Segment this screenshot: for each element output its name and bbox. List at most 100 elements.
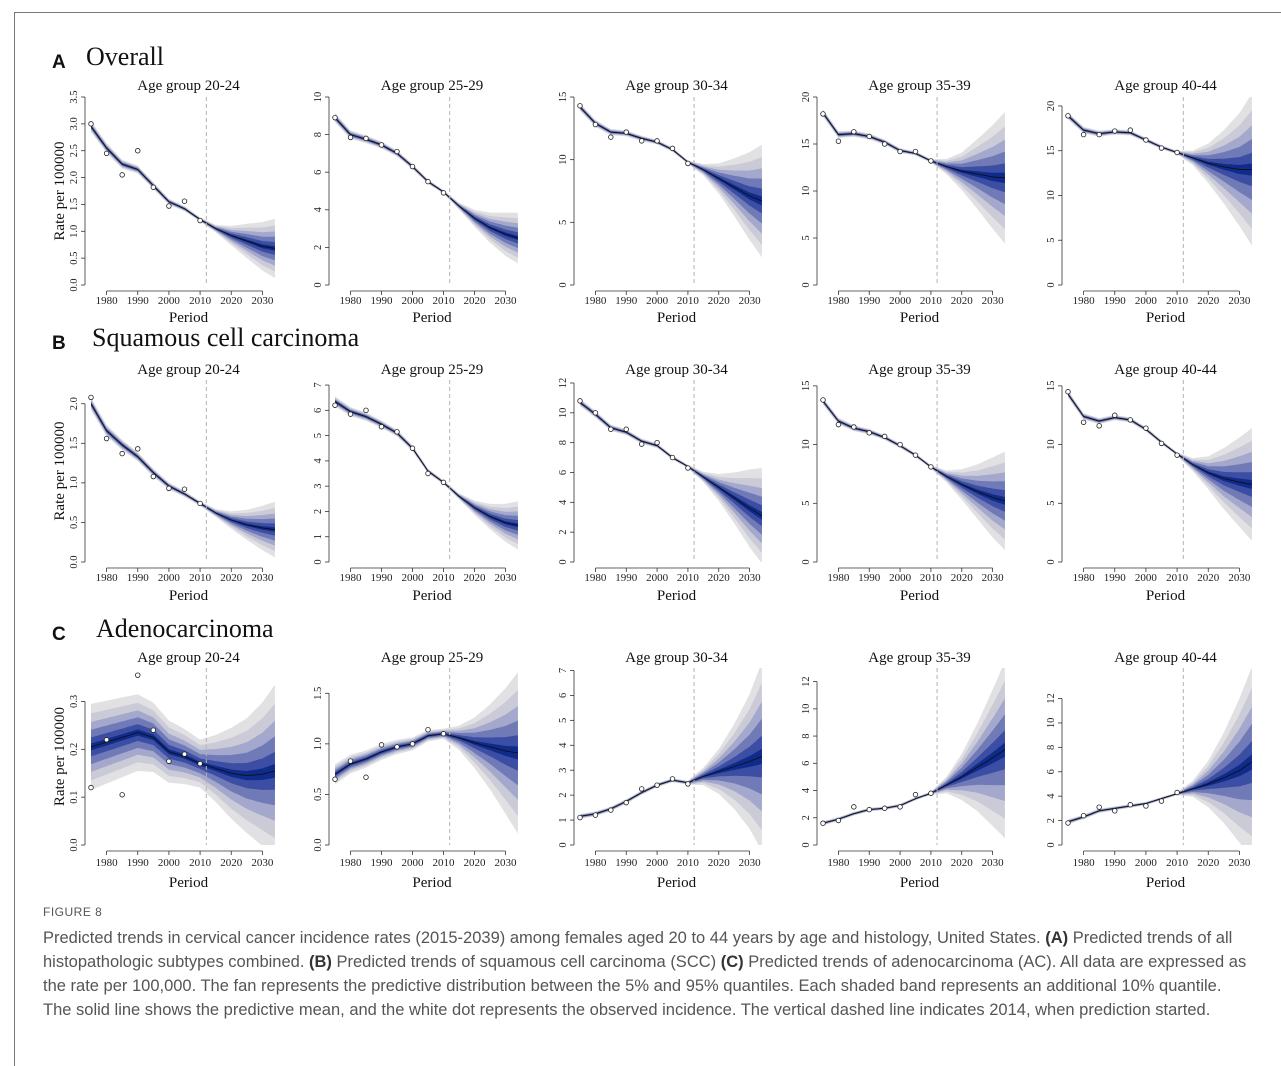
fan-band: [823, 668, 1005, 839]
observed-point: [1080, 131, 1087, 138]
x-tick-label: 1990: [1104, 857, 1127, 869]
fan-band: [823, 730, 1005, 824]
x-tick-label: 1980: [584, 295, 607, 307]
x-tick-label: 1990: [127, 572, 150, 584]
observed-point: [685, 781, 691, 787]
x-tick-label: 2000: [646, 295, 669, 307]
observed-point: [669, 145, 676, 152]
y-tick-label: 6: [1046, 769, 1057, 774]
mean-line: [823, 749, 1006, 824]
observed-point: [881, 141, 888, 147]
x-tick-label: 2020: [951, 295, 974, 307]
chart-plot-area: [580, 668, 763, 845]
y-tick-label: 2: [801, 815, 812, 820]
observed-point: [835, 817, 842, 824]
y-tick-label: 0.3: [69, 695, 80, 708]
chart-plot-area: [580, 398, 763, 562]
chart-panel: 0 2 4 6 8 10 1980 1990 2000 2010 2020 2030 Age group…: [313, 78, 519, 326]
chart-panel: 0 5 10 15 1980 1990 2000 2010 2020 2030 Age group …: [558, 78, 763, 326]
observed-point: [181, 198, 188, 204]
y-tick-label: 1: [313, 534, 324, 539]
y-tick-label: 3.0: [69, 117, 80, 130]
observed-point: [1112, 808, 1118, 814]
caption-segment: Predicted trends of squamous cell carcin…: [331, 953, 721, 971]
observed-point: [88, 394, 94, 401]
y-tick-label: 1.5: [313, 687, 324, 700]
x-tick-label: 2000: [402, 857, 425, 869]
x-tick-label: 1990: [127, 857, 150, 869]
observed-point: [181, 751, 188, 757]
x-tick-label: 2010: [189, 572, 212, 584]
chart-panel: 0 2 4 6 8 10 12 1980 1990 2000 2010 2020 2030 Age gro…: [801, 650, 1006, 891]
y-axis-label: Rate per 100000: [52, 707, 68, 806]
y-tick-label: 0.5: [69, 516, 80, 529]
observed-point: [1127, 417, 1134, 423]
x-tick-label: 2000: [158, 572, 181, 584]
figure-border-left: [14, 12, 15, 1066]
x-tick-label: 2030: [982, 572, 1005, 584]
chart-plot-area: [91, 397, 275, 558]
x-tick-label: 1980: [827, 572, 850, 584]
y-tick-label: 2: [313, 509, 324, 514]
x-tick-label: 1980: [340, 295, 363, 307]
observed-point: [654, 439, 660, 446]
panel-title: Age group 20-24: [137, 362, 240, 378]
observed-point: [897, 441, 903, 448]
observed-point: [820, 820, 826, 826]
observed-point: [866, 133, 872, 140]
y-tick-label: 0: [801, 282, 812, 287]
x-tick-label: 2010: [677, 295, 700, 307]
x-tick-label: 2020: [464, 295, 487, 307]
y-tick-label: 6: [801, 761, 812, 766]
panel-title: Age group 20-24: [137, 78, 240, 94]
observed-point: [1143, 803, 1149, 809]
fan-band: [335, 396, 518, 550]
y-tick-label: 0.0: [69, 278, 80, 291]
observed-point: [197, 500, 203, 507]
observed-point: [1080, 419, 1087, 425]
y-tick-label: 3: [313, 484, 324, 489]
x-tick-label: 2030: [739, 295, 762, 307]
mean-line: [91, 403, 275, 531]
y-tick-label: 10: [801, 439, 812, 450]
observed-point: [394, 429, 400, 435]
x-tick-label: 2010: [920, 857, 943, 869]
fan-band: [335, 706, 518, 800]
y-tick-label: 5: [558, 718, 569, 723]
y-tick-label: 5: [801, 235, 812, 240]
observed-point: [897, 148, 903, 155]
panel-title: Age group 30-34: [625, 78, 728, 94]
x-tick-label: 2030: [251, 295, 274, 307]
y-tick-label: 0: [313, 282, 324, 287]
observed-point: [1158, 440, 1165, 447]
chart-panel: 0 5 10 15 20 1980 1990 2000 2010 2020 2030 Age grou…: [801, 78, 1005, 326]
x-tick-label: 2000: [1135, 295, 1158, 307]
y-tick-label: 0.0: [313, 838, 324, 851]
mean-line: [335, 401, 518, 526]
fan-band: [91, 125, 275, 256]
x-tick-label: 2030: [1228, 295, 1251, 307]
caption-segment: Predicted trends of adenocarcinoma (AC).…: [43, 953, 1247, 1019]
observed-point: [881, 805, 888, 811]
observed-point: [669, 776, 676, 782]
x-tick-label: 1990: [858, 857, 881, 869]
x-tick-label: 2010: [920, 295, 943, 307]
y-axis-label: Rate per 100000: [52, 421, 68, 520]
y-tick-label: 7: [313, 382, 324, 387]
observed-point: [820, 111, 826, 117]
x-tick-label: 1980: [1073, 295, 1096, 307]
chart-plot-area: [823, 668, 1006, 839]
y-tick-label: 10: [1046, 190, 1057, 201]
observed-point: [835, 421, 842, 428]
observed-point: [928, 158, 934, 164]
x-tick-label: 2000: [158, 295, 181, 307]
y-tick-label: 1.0: [69, 476, 80, 489]
observed-point: [1080, 813, 1087, 819]
observed-point: [197, 760, 203, 767]
y-tick-label: 1.5: [69, 198, 80, 211]
x-tick-label: 2000: [402, 572, 425, 584]
caption-segment: Predicted trends of all histopathologic …: [43, 929, 1233, 971]
section-a-letter: A: [52, 52, 66, 73]
y-tick-label: 2.5: [69, 144, 80, 157]
x-axis-label: Period: [412, 875, 452, 891]
